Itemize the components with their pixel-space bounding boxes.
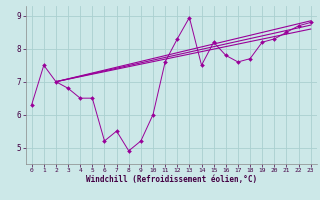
X-axis label: Windchill (Refroidissement éolien,°C): Windchill (Refroidissement éolien,°C) [86, 175, 257, 184]
